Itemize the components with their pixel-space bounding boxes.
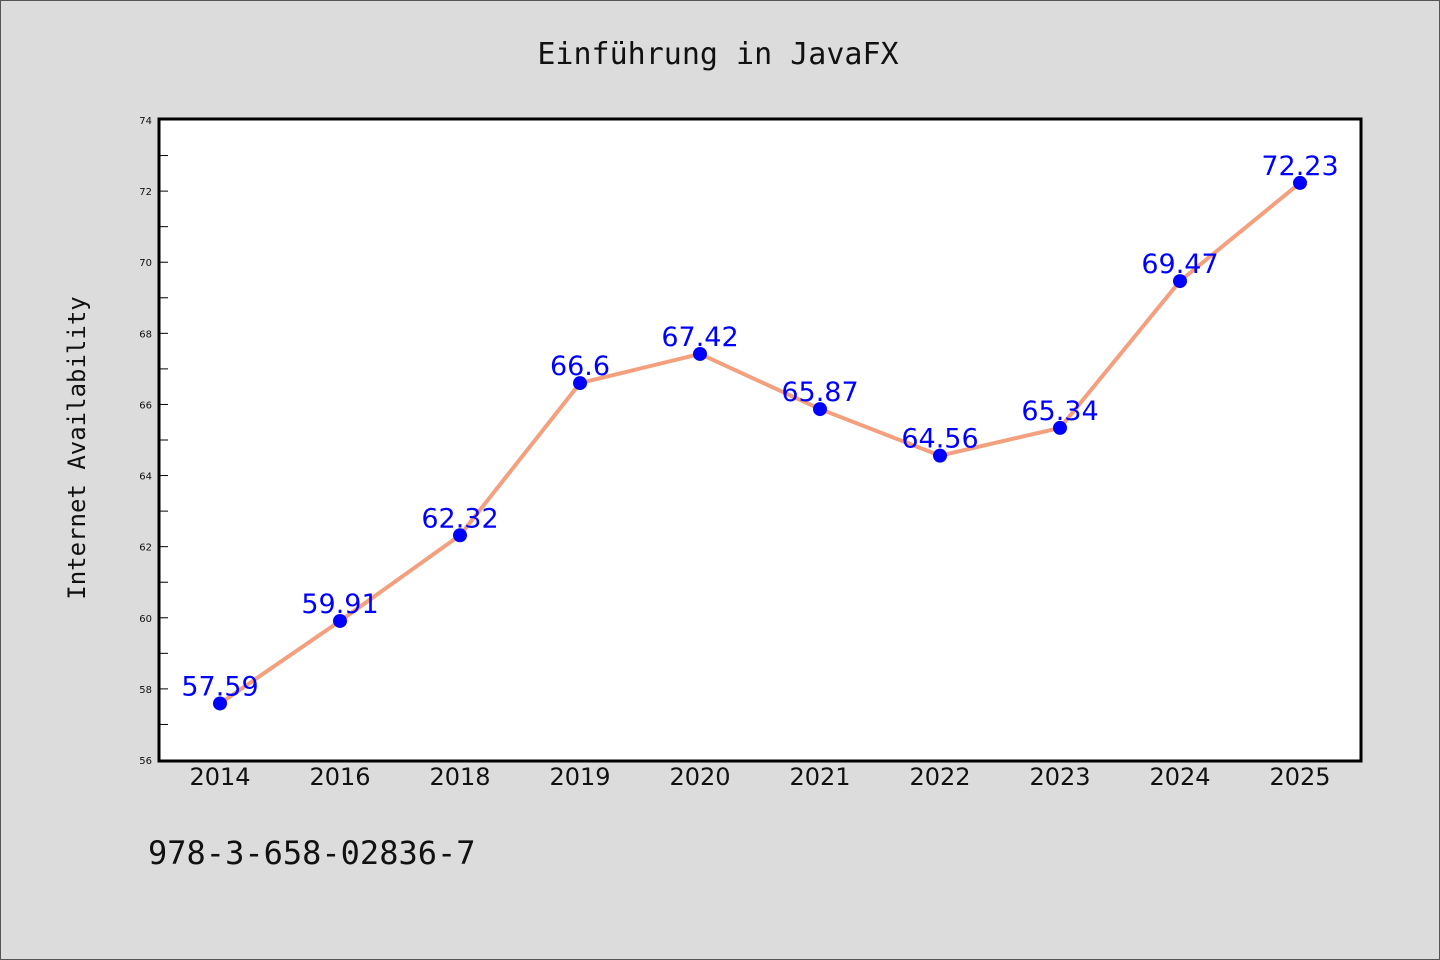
x-tick-label: 2021 [789,763,850,791]
x-tick-label: 2014 [189,763,250,791]
y-tick-label: 74 [139,116,152,127]
y-tick-label: 58 [139,685,152,696]
data-label: 64.56 [901,424,978,455]
data-label: 65.34 [1021,396,1098,427]
data-point [813,402,827,417]
y-axis-label: Internet Availability [63,296,91,599]
y-tick-label: 64 [139,472,152,483]
data-point [933,448,947,463]
data-label: 57.59 [181,671,258,702]
x-axis: 2014 2016 2018 2019 2020 2021 2022 2023 2024 2025 [189,763,1330,791]
x-tick-label: 2019 [549,763,610,791]
x-tick-label: 2024 [1149,763,1210,791]
x-tick-label: 2022 [909,763,970,791]
y-axis: 56 58 60 62 64 66 68 70 72 74 [139,116,168,767]
y-tick-label: 62 [139,543,152,554]
data-label: 67.42 [661,322,738,353]
data-point [1053,420,1067,435]
data-label: 65.87 [781,377,858,408]
y-tick-label: 66 [139,400,152,411]
data-point [1293,175,1307,190]
data-label: 66.6 [550,351,610,382]
x-tick-label: 2018 [429,763,490,791]
data-label: 69.47 [1141,249,1218,280]
y-tick-label: 68 [139,329,152,340]
data-point [1173,274,1187,289]
data-label: 62.32 [421,503,498,534]
y-tick-label: 56 [139,756,152,767]
y-tick-label: 60 [139,614,152,625]
chart-title: Einführung in JavaFX [537,37,898,72]
isbn-text: 978-3-658-02836-7 [148,834,476,872]
data-point [333,613,347,628]
data-point [213,696,227,711]
data-labels: 57.59 59.91 62.32 66.6 67.42 65.87 64.56 65.34 6… [181,151,1338,703]
series-line [218,181,1302,706]
data-label: 59.91 [301,589,378,620]
plot-area [157,117,1363,763]
data-point [693,346,707,361]
data-point [573,376,587,391]
data-label: 72.23 [1261,151,1338,182]
x-tick-label: 2025 [1269,763,1330,791]
y-tick-label: 72 [139,187,152,198]
y-tick-label: 70 [139,258,152,269]
x-tick-label: 2016 [309,763,370,791]
data-point [453,528,467,543]
data-markers [213,175,1307,711]
x-tick-label: 2023 [1029,763,1090,791]
x-tick-label: 2020 [669,763,730,791]
